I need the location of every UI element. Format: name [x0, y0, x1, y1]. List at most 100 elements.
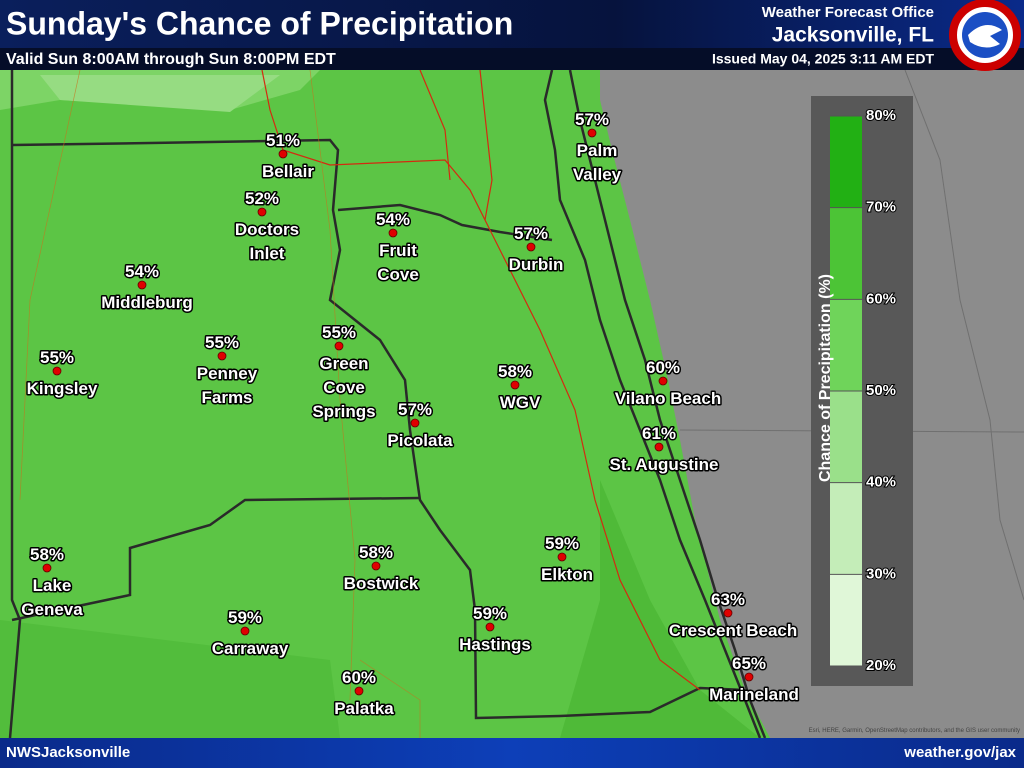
place-value: 59%: [473, 604, 507, 623]
place-name: Lake: [33, 576, 72, 595]
legend-swatch: [830, 391, 862, 483]
subheader-bar: [0, 48, 1024, 70]
legend-bar: 80% 70% 60% 50% 40% 30% 20%: [830, 106, 897, 675]
legend-swatch: [830, 482, 862, 575]
legend-swatch: [830, 207, 862, 300]
footer-right: weather.gov/jax: [903, 744, 1016, 761]
footer: NWSJacksonville weather.gov/jax Esri, HE…: [0, 728, 1024, 768]
place-value: 55%: [205, 333, 239, 352]
place-dot: [354, 686, 364, 696]
legend-title: Chance of Precipitation (%): [817, 274, 834, 482]
place-name: Durbin: [509, 255, 564, 274]
place-name: Carraway: [212, 639, 289, 658]
place-name: Farms: [201, 388, 252, 407]
coastline: [543, 69, 762, 739]
place-value: 57%: [514, 224, 548, 243]
place-name: Cove: [377, 265, 419, 284]
place-dot: [240, 626, 250, 636]
place-value: 65%: [732, 654, 766, 673]
place-name: Inlet: [250, 244, 285, 263]
legend: 80% 70% 60% 50% 40% 30% 20% Chance of Precipit…: [811, 96, 913, 686]
place-name: Valley: [573, 165, 622, 184]
place-name: Middleburg: [101, 293, 193, 312]
header-bar: [0, 0, 1024, 48]
place-dot: [658, 376, 668, 386]
place-dot: [371, 561, 381, 571]
place-value: 54%: [376, 210, 410, 229]
nws-logo: [949, 0, 1021, 71]
office-name: Jacksonville, FL: [772, 24, 934, 47]
place-dot: [654, 442, 664, 452]
footer-left: NWSJacksonville: [6, 744, 130, 761]
place-name: Marineland: [709, 685, 799, 704]
county-line: [8, 70, 22, 739]
place-value: 54%: [125, 262, 159, 281]
place-value: 51%: [266, 131, 300, 150]
darker-area: [0, 620, 340, 738]
legend-tick-label: 60%: [866, 290, 896, 307]
place-value: 55%: [322, 323, 356, 342]
place-dot: [557, 552, 567, 562]
place-dot: [587, 128, 597, 138]
place-name: Penney: [197, 364, 258, 383]
county-line: [337, 203, 553, 242]
minor-road: [309, 69, 356, 701]
place-value: 58%: [359, 543, 393, 562]
place-value: 61%: [642, 424, 676, 443]
place-value: 63%: [711, 590, 745, 609]
place-value: 55%: [40, 348, 74, 367]
place-dot: [52, 366, 62, 376]
lightest-area: [40, 75, 280, 112]
place-name: Springs: [312, 402, 375, 421]
place-name: Hastings: [459, 635, 531, 654]
place-dot: [526, 242, 536, 252]
legend-tick-label: 20%: [866, 657, 896, 674]
legend-tick-label: 40%: [866, 474, 896, 491]
office-label: Weather Forecast Office: [762, 4, 934, 21]
place-value: 59%: [228, 608, 262, 627]
issued: Issued May 04, 2025 3:11 AM EDT: [712, 51, 934, 67]
place-dot: [137, 280, 147, 290]
county-line: [11, 138, 746, 720]
place-value: 52%: [245, 189, 279, 208]
place-dot: [42, 563, 52, 573]
place-value: 60%: [646, 358, 680, 377]
place-value: 57%: [575, 110, 609, 129]
place-dot: [410, 418, 420, 428]
place-name: Picolata: [387, 431, 453, 450]
ocean-line: [904, 69, 1024, 601]
county-line: [11, 496, 421, 622]
minor-road: [19, 69, 81, 501]
road: [479, 69, 493, 221]
legend-tick-label: 50%: [866, 382, 896, 399]
place-name: Fruit: [379, 241, 417, 260]
coastline: [568, 69, 767, 739]
place-name: Cove: [323, 378, 365, 397]
place-name: Bellair: [262, 162, 314, 181]
place-value: 59%: [545, 534, 579, 553]
place-name: Geneva: [21, 600, 83, 619]
place-value: 60%: [342, 668, 376, 687]
place-dot: [334, 341, 344, 351]
minor-road: [359, 659, 421, 738]
legend-tick-label: 30%: [866, 565, 896, 582]
place-dot: [485, 622, 495, 632]
place-dot: [217, 351, 227, 361]
place-name: Elkton: [541, 565, 593, 584]
place-name: WGV: [500, 393, 541, 412]
place-name: Kingsley: [27, 379, 98, 398]
legend-swatch: [830, 116, 862, 208]
place-name: Vilano Beach: [615, 389, 721, 408]
place-name: Doctors: [235, 220, 299, 239]
place-name: Palatka: [334, 699, 394, 718]
place-name: Bostwick: [344, 574, 419, 593]
darker-area: [560, 480, 760, 738]
places: 51% Bellair 52% Doctors Inlet 54% Fruit Cove 57%…: [20, 109, 801, 720]
place-dot: [278, 149, 288, 159]
place-name: Green: [319, 354, 368, 373]
road: [419, 69, 451, 181]
place-value: 57%: [398, 400, 432, 419]
place-name: St. Augustine: [610, 455, 719, 474]
place-dot: [388, 228, 398, 238]
